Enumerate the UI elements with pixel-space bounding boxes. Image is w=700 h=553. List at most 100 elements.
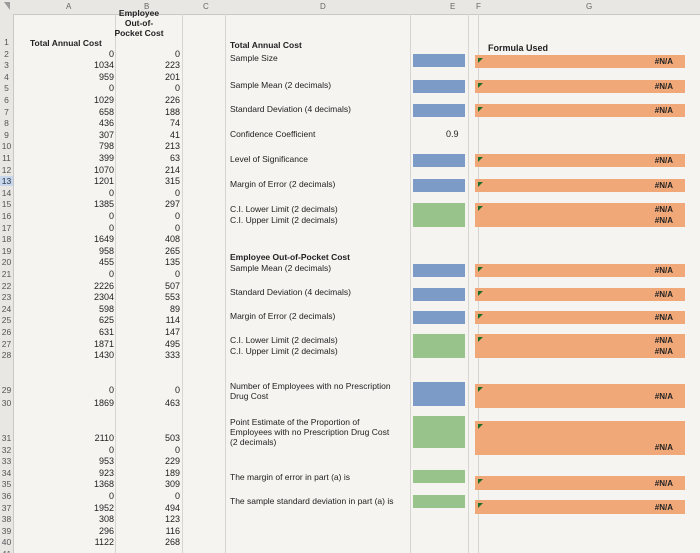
answer-cell-moe-part-a[interactable] (413, 470, 465, 483)
row-number[interactable]: 33 (1, 456, 12, 467)
formula-used-header[interactable]: Formula Used (488, 43, 549, 53)
label-point-estimate-line1[interactable]: Point Estimate of the Proportion of (230, 417, 360, 427)
cell-total-annual-cost[interactable]: 307 (98, 129, 114, 140)
cell-out-of-pocket-cost[interactable]: 494 (164, 502, 180, 513)
row-number[interactable]: 8 (4, 118, 9, 129)
cell-out-of-pocket-cost[interactable]: 74 (169, 118, 180, 129)
cell-out-of-pocket-cost[interactable]: 553 (164, 292, 180, 303)
row-number[interactable]: 29 (1, 385, 12, 395)
answer-cell-sample-size[interactable] (413, 54, 465, 67)
cell-total-annual-cost[interactable]: 2304 (93, 292, 114, 303)
formula-cell[interactable]: #N/A (475, 80, 685, 93)
row-number[interactable]: 17 (1, 222, 12, 233)
cell-out-of-pocket-cost[interactable]: 201 (164, 71, 180, 82)
cell-out-of-pocket-cost[interactable]: 333 (164, 350, 180, 361)
formula-cell[interactable]: #N/A (475, 104, 685, 117)
cell-out-of-pocket-cost[interactable]: 116 (165, 525, 180, 536)
row-number[interactable]: 40 (1, 537, 12, 548)
row-number[interactable]: 34 (1, 467, 12, 478)
cell-total-annual-cost[interactable]: 0 (108, 444, 114, 455)
formula-cell[interactable]: #N/A #N/A (475, 203, 685, 227)
formula-cell[interactable]: #N/A (475, 264, 685, 277)
cell-out-of-pocket-cost[interactable]: 41 (169, 129, 180, 140)
column-header-b[interactable]: B (144, 2, 150, 11)
cell-total-annual-cost[interactable]: 1869 (93, 398, 114, 408)
cell-total-annual-cost[interactable]: 923 (98, 467, 114, 478)
formula-cell[interactable]: #N/A (475, 55, 685, 68)
formula-cell[interactable]: #N/A (475, 179, 685, 192)
cell-out-of-pocket-cost[interactable]: 0 (174, 491, 180, 501)
cell-out-of-pocket-cost[interactable]: 463 (164, 398, 180, 408)
cell-total-annual-cost[interactable]: 0 (108, 385, 114, 395)
cell-out-of-pocket-cost[interactable]: 297 (164, 199, 180, 210)
answer-cell-significance[interactable] (413, 154, 465, 167)
header-employee-out-of-pocket[interactable]: Employee Out-of-Pocket Cost (114, 8, 164, 38)
label-confidence-coefficient[interactable]: Confidence Coefficient (230, 129, 316, 139)
cell-out-of-pocket-cost[interactable]: 114 (165, 315, 180, 326)
label-emp-margin-of-error[interactable]: Margin of Error (2 decimals) (230, 311, 336, 321)
row-number[interactable]: 4 (4, 71, 9, 82)
cell-total-annual-cost[interactable]: 0 (108, 83, 114, 94)
row-number[interactable]: 1 (4, 37, 9, 47)
label-ci-lower[interactable]: C.I. Lower Limit (2 decimals) (230, 204, 338, 214)
row-number[interactable]: 41 (0, 549, 13, 553)
cell-out-of-pocket-cost[interactable]: 189 (164, 467, 180, 478)
cell-out-of-pocket-cost[interactable]: 0 (174, 48, 180, 59)
formula-cell[interactable]: #N/A (475, 288, 685, 301)
cell-out-of-pocket-cost[interactable]: 0 (174, 269, 180, 279)
row-number[interactable]: 25 (1, 315, 12, 326)
cell-total-annual-cost[interactable]: 631 (98, 327, 114, 337)
row-number[interactable]: 20 (1, 257, 12, 268)
cell-total-annual-cost[interactable]: 598 (98, 303, 114, 314)
row-number[interactable]: 6 (4, 95, 9, 105)
cell-out-of-pocket-cost[interactable]: 223 (164, 60, 180, 71)
label-level-of-significance[interactable]: Level of Significance (230, 154, 308, 164)
cell-out-of-pocket-cost[interactable]: 135 (164, 257, 180, 268)
cell-total-annual-cost[interactable]: 1871 (93, 338, 114, 349)
row-number[interactable]: 38 (1, 514, 12, 525)
cell-out-of-pocket-cost[interactable]: 147 (164, 327, 180, 337)
cell-out-of-pocket-cost[interactable]: 0 (174, 222, 180, 233)
row-number[interactable]: 32 (1, 444, 12, 455)
label-std-dev[interactable]: Standard Deviation (4 decimals) (230, 104, 351, 114)
row-number[interactable]: 18 (1, 234, 12, 245)
row-number[interactable]: 2 (4, 48, 9, 59)
column-header-f[interactable]: F (476, 2, 481, 11)
row-number[interactable]: 30 (1, 398, 12, 408)
label-no-rx-line1[interactable]: Number of Employees with no Prescription (230, 381, 391, 391)
row-number[interactable]: 22 (1, 280, 12, 291)
label-ci-upper[interactable]: C.I. Upper Limit (2 decimals) (230, 215, 338, 225)
row-number[interactable]: 39 (1, 525, 12, 536)
cell-out-of-pocket-cost[interactable]: 89 (169, 303, 180, 314)
label-emp-ci-upper[interactable]: C.I. Upper Limit (2 decimals) (230, 346, 338, 356)
cell-out-of-pocket-cost[interactable]: 123 (164, 514, 180, 525)
cell-out-of-pocket-cost[interactable]: 214 (164, 164, 180, 175)
cell-out-of-pocket-cost[interactable]: 229 (164, 456, 180, 467)
row-number[interactable]: 31 (1, 433, 12, 443)
answer-cell-sd-part-a[interactable] (413, 495, 465, 508)
cell-total-annual-cost[interactable]: 0 (108, 211, 114, 221)
cell-total-annual-cost[interactable]: 455 (98, 257, 114, 268)
cell-out-of-pocket-cost[interactable]: 265 (164, 245, 180, 256)
cell-total-annual-cost[interactable]: 2226 (93, 280, 114, 291)
cell-out-of-pocket-cost[interactable]: 0 (174, 187, 180, 198)
row-number[interactable]: 5 (4, 83, 9, 94)
row-number[interactable]: 36 (1, 491, 12, 501)
cell-total-annual-cost[interactable]: 0 (108, 269, 114, 279)
row-number[interactable]: 3 (4, 60, 9, 71)
row-number[interactable]: 10 (1, 141, 12, 152)
label-employee-cost[interactable]: Employee Out-of-Pocket Cost (230, 252, 350, 262)
row-number[interactable]: 37 (1, 502, 12, 513)
confidence-coefficient-value[interactable]: 0.9 (446, 129, 459, 139)
cell-out-of-pocket-cost[interactable]: 188 (164, 106, 180, 117)
row-number[interactable]: 11 (2, 153, 11, 163)
row-number[interactable]: 12 (1, 164, 12, 175)
label-total-annual-cost[interactable]: Total Annual Cost (230, 40, 302, 50)
header-total-annual-cost[interactable]: Total Annual Cost (30, 38, 102, 48)
formula-cell[interactable]: #N/A (475, 476, 685, 490)
formula-cell[interactable]: #N/A (475, 500, 685, 514)
cell-total-annual-cost[interactable]: 1430 (93, 350, 114, 361)
row-number[interactable]: 28 (1, 350, 12, 361)
label-point-estimate-line2[interactable]: Employees with no Prescription Drug Cost (230, 427, 390, 437)
